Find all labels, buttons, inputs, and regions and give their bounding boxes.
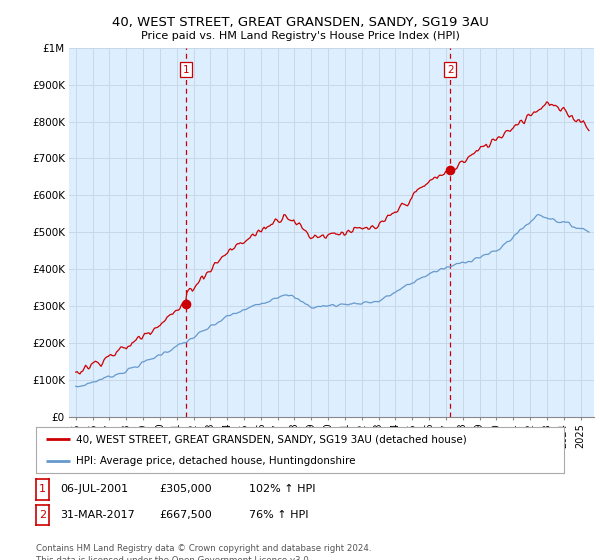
Text: 40, WEST STREET, GREAT GRANSDEN, SANDY, SG19 3AU: 40, WEST STREET, GREAT GRANSDEN, SANDY, … [112, 16, 488, 29]
Text: 2: 2 [447, 65, 454, 75]
Text: Contains HM Land Registry data © Crown copyright and database right 2024.
This d: Contains HM Land Registry data © Crown c… [36, 544, 371, 560]
Text: 102% ↑ HPI: 102% ↑ HPI [249, 484, 316, 494]
Text: HPI: Average price, detached house, Huntingdonshire: HPI: Average price, detached house, Hunt… [76, 456, 355, 466]
Text: 1: 1 [39, 484, 46, 494]
Text: £667,500: £667,500 [159, 510, 212, 520]
Text: Price paid vs. HM Land Registry's House Price Index (HPI): Price paid vs. HM Land Registry's House … [140, 31, 460, 41]
Text: £305,000: £305,000 [159, 484, 212, 494]
Text: 40, WEST STREET, GREAT GRANSDEN, SANDY, SG19 3AU (detached house): 40, WEST STREET, GREAT GRANSDEN, SANDY, … [76, 434, 466, 444]
Text: 31-MAR-2017: 31-MAR-2017 [60, 510, 135, 520]
Text: 76% ↑ HPI: 76% ↑ HPI [249, 510, 308, 520]
Text: 2: 2 [39, 510, 46, 520]
Text: 1: 1 [182, 65, 189, 75]
Text: 06-JUL-2001: 06-JUL-2001 [60, 484, 128, 494]
